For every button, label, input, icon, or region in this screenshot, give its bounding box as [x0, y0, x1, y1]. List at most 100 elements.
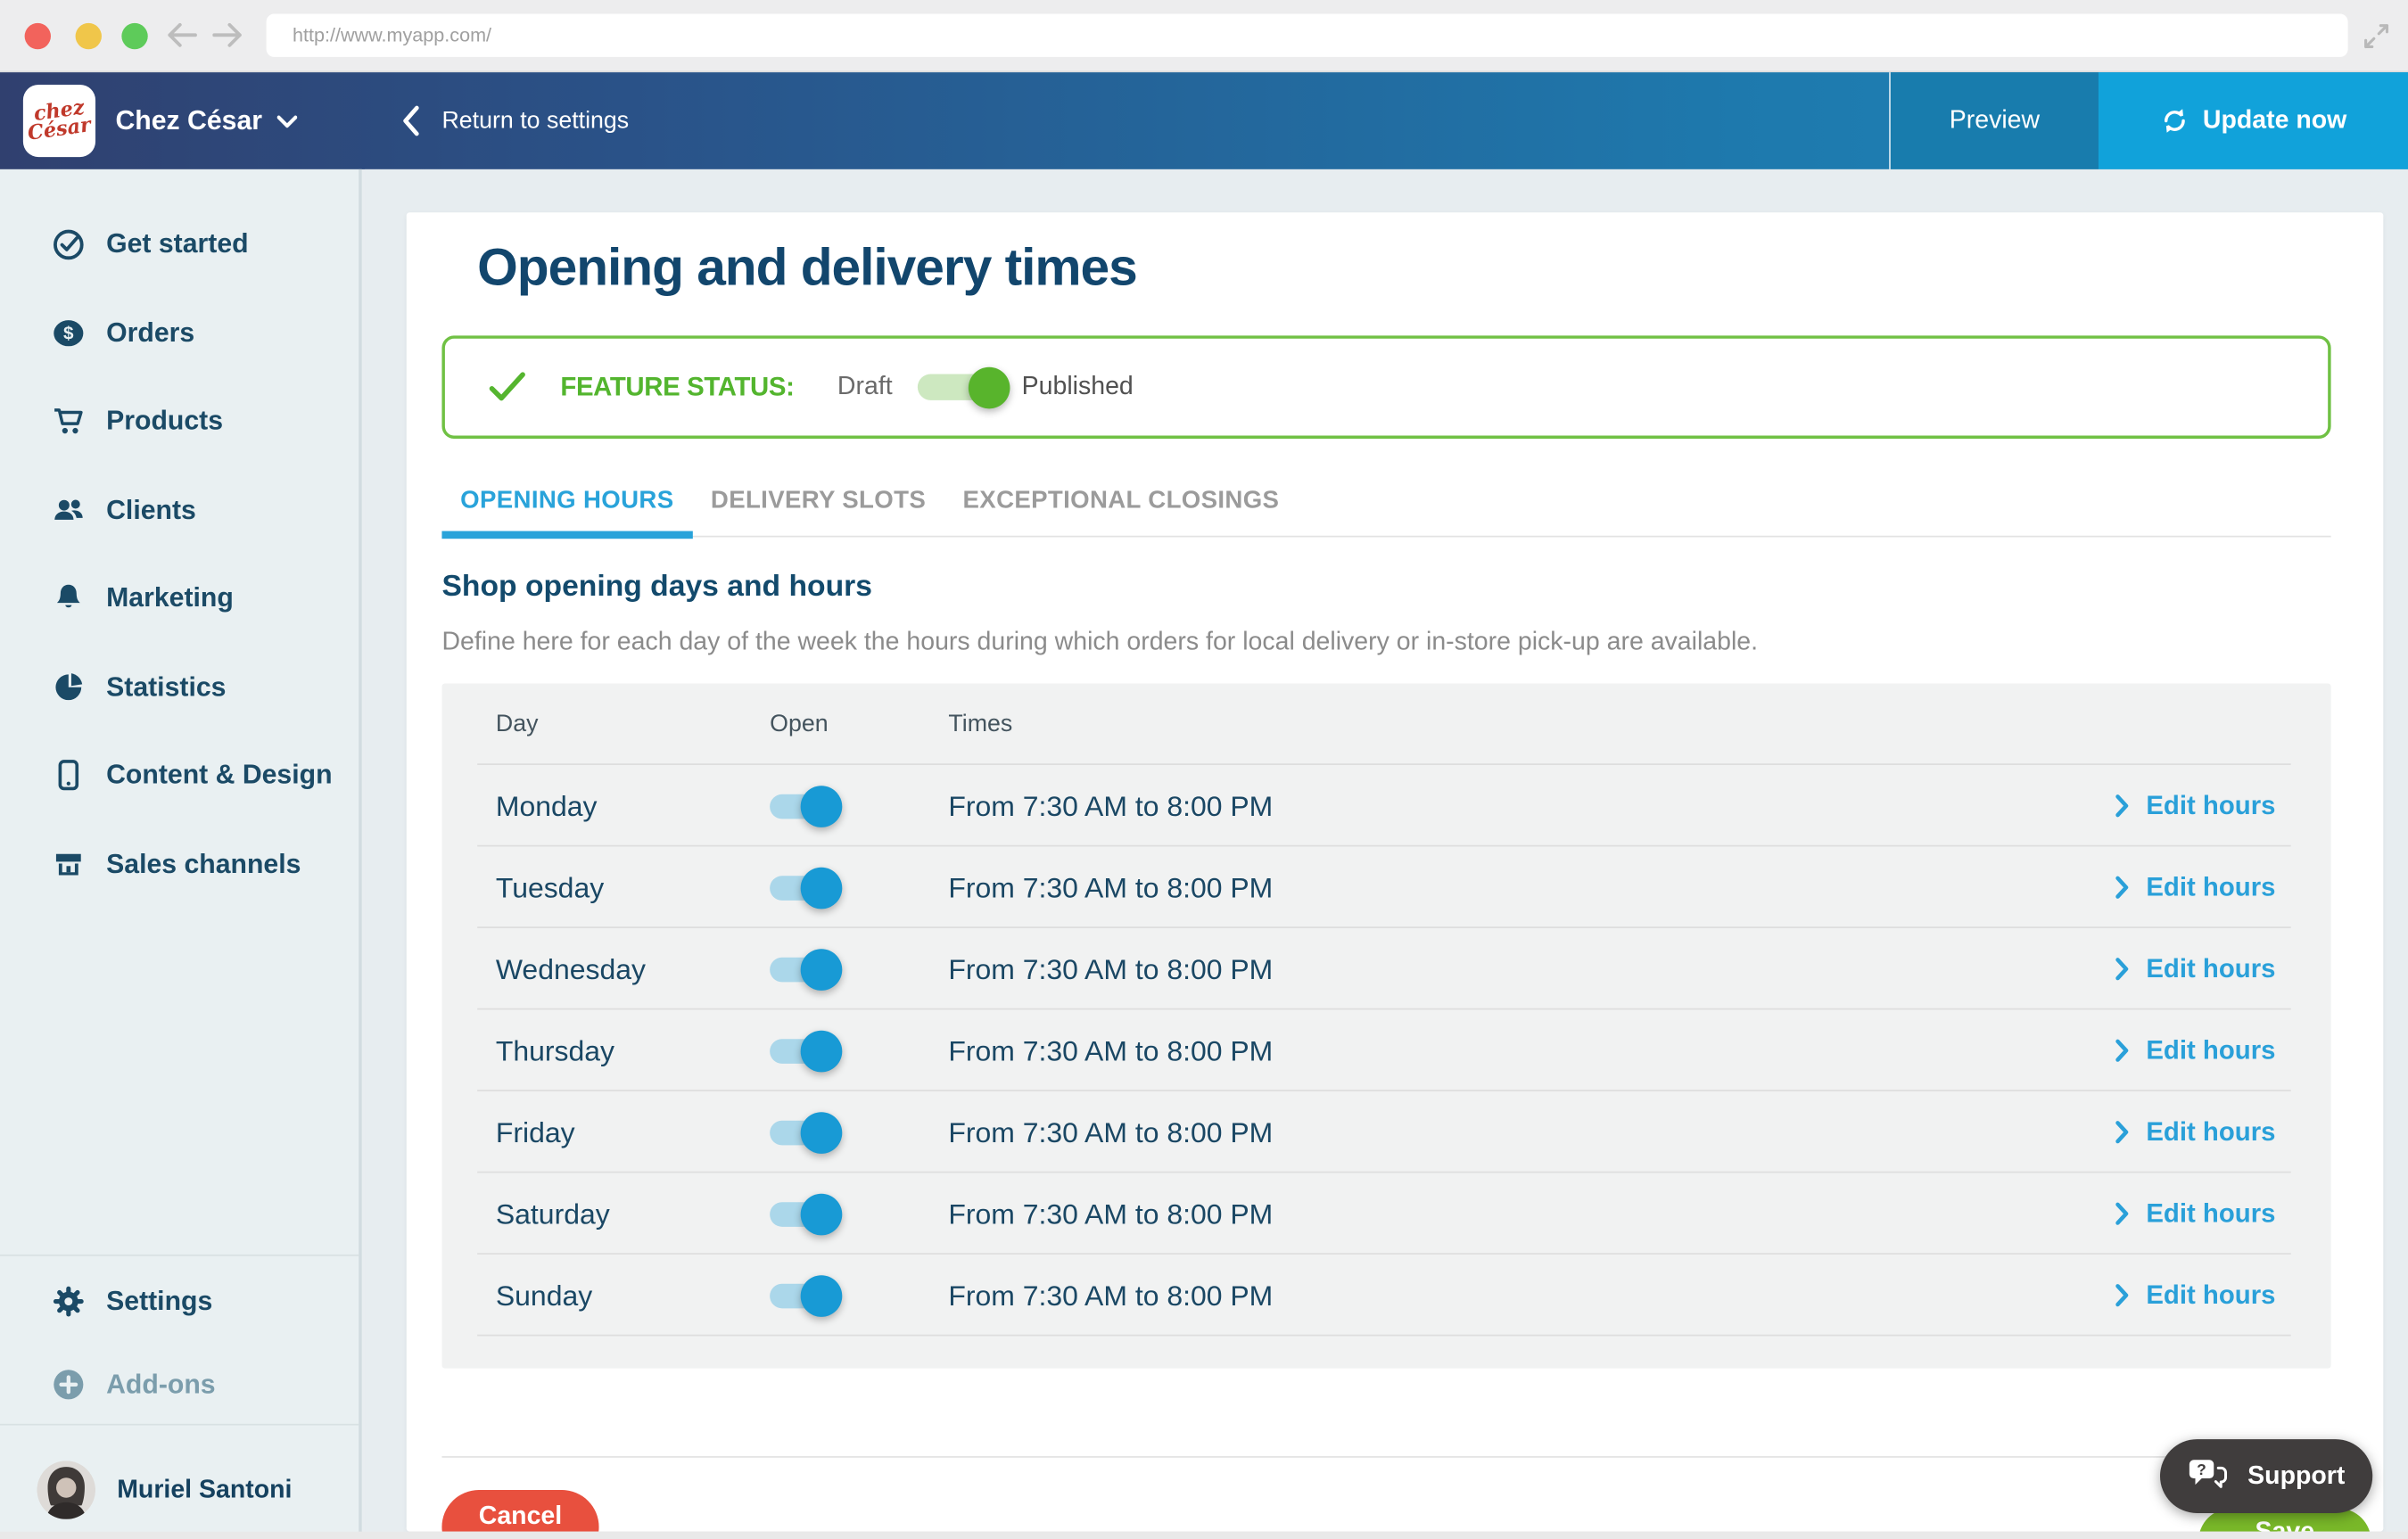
update-now-label: Update now: [2202, 106, 2347, 135]
column-header-open: Open: [770, 710, 829, 737]
chevron-right-icon: [2115, 1284, 2129, 1307]
sidebar: Get started $ Orders Products Clients Ma…: [0, 169, 362, 1539]
times-label: From 7:30 AM to 8:00 PM: [948, 1115, 1274, 1148]
times-label: From 7:30 AM to 8:00 PM: [948, 870, 1274, 903]
chevron-right-icon: [2115, 958, 2129, 981]
open-toggle[interactable]: [770, 1274, 843, 1316]
window-bottom-edge: [0, 1531, 2408, 1539]
sidebar-item-addons[interactable]: Add-ons: [0, 1341, 359, 1429]
svg-text:$: $: [63, 323, 74, 343]
cancel-button[interactable]: Cancel: [441, 1490, 599, 1532]
user-account[interactable]: Muriel Santoni: [0, 1441, 359, 1539]
edit-hours-link[interactable]: Edit hours: [2115, 790, 2331, 821]
zoom-window-button[interactable]: [121, 22, 148, 50]
times-label: From 7:30 AM to 8:00 PM: [948, 1278, 1274, 1311]
toggle-knob: [800, 948, 843, 991]
sidebar-item-orders[interactable]: $ Orders: [0, 289, 359, 377]
address-bar[interactable]: http://www.myapp.com/: [266, 13, 2348, 57]
sidebar-item-get-started[interactable]: Get started: [0, 200, 359, 288]
browser-chrome: http://www.myapp.com/: [0, 0, 2408, 73]
open-toggle[interactable]: [770, 1111, 843, 1153]
sidebar-item-marketing[interactable]: Marketing: [0, 554, 359, 642]
edit-hours-label: Edit hours: [2146, 871, 2276, 901]
times-label: From 7:30 AM to 8:00 PM: [948, 1197, 1274, 1230]
section-description: Define here for each day of the week the…: [441, 628, 1759, 656]
preview-button[interactable]: Preview: [1890, 72, 2099, 169]
sidebar-item-settings[interactable]: Settings: [0, 1257, 359, 1346]
sidebar-item-label: Get started: [106, 227, 249, 259]
edit-hours-link[interactable]: Edit hours: [2115, 1198, 2331, 1230]
edit-hours-link[interactable]: Edit hours: [2115, 953, 2331, 984]
sidebar-item-content-design[interactable]: Content & Design: [0, 731, 359, 819]
support-button[interactable]: ? Support: [2159, 1439, 2373, 1513]
table-row: Friday From 7:30 AM to 8:00 PM Edit hour…: [441, 1091, 2330, 1173]
refresh-icon: [2164, 109, 2185, 133]
open-toggle[interactable]: [770, 785, 843, 827]
update-now-button[interactable]: Update now: [2098, 72, 2408, 169]
close-window-button[interactable]: [24, 22, 51, 50]
tab-exceptional-closings[interactable]: EXCEPTIONAL CLOSINGS: [962, 488, 1280, 514]
day-label: Monday: [495, 788, 598, 821]
day-label: Friday: [495, 1115, 575, 1148]
column-header-day: Day: [495, 710, 539, 737]
edit-hours-label: Edit hours: [2146, 790, 2276, 820]
day-label: Sunday: [495, 1278, 593, 1311]
edit-hours-link[interactable]: Edit hours: [2115, 1035, 2331, 1066]
tab-delivery-slots[interactable]: DELIVERY SLOTS: [710, 488, 927, 514]
expand-window-icon[interactable]: [2363, 23, 2389, 49]
store-switcher[interactable]: Chez César: [115, 72, 298, 169]
store-logo[interactable]: chez César: [22, 84, 96, 158]
minimize-window-button[interactable]: [75, 22, 102, 50]
sidebar-item-clients[interactable]: Clients: [0, 465, 359, 554]
toggle-knob: [800, 1111, 843, 1153]
avatar: [37, 1461, 96, 1519]
edit-hours-link[interactable]: Edit hours: [2115, 1116, 2331, 1148]
times-label: From 7:30 AM to 8:00 PM: [948, 788, 1274, 821]
feature-status-banner: FEATURE STATUS: Draft Published: [441, 335, 2331, 439]
times-label: From 7:30 AM to 8:00 PM: [948, 1033, 1274, 1066]
avatar-image: [37, 1461, 96, 1519]
chevron-right-icon: [2115, 876, 2129, 899]
svg-text:?: ?: [2197, 1460, 2206, 1477]
opening-hours-table: Day Open Times Monday From 7:30 AM to 8:…: [441, 683, 2331, 1369]
day-label: Tuesday: [495, 870, 605, 903]
table-header-row: Day Open Times: [441, 683, 2330, 765]
sidebar-item-sales-channels[interactable]: Sales channels: [0, 819, 359, 908]
table-row: Thursday From 7:30 AM to 8:00 PM Edit ho…: [441, 1009, 2331, 1091]
chevron-right-icon: [2115, 1121, 2129, 1144]
header-divider: [1889, 72, 1891, 169]
sidebar-item-label: Content & Design: [106, 759, 333, 791]
browser-back-icon[interactable]: [166, 22, 197, 48]
edit-hours-label: Edit hours: [2146, 1197, 2276, 1228]
support-label: Support: [2247, 1461, 2346, 1490]
table-row: Monday From 7:30 AM to 8:00 PM Edit hour…: [441, 765, 2331, 847]
sidebar-item-label: Marketing: [106, 581, 234, 613]
tab-opening-hours[interactable]: OPENING HOURS: [441, 475, 692, 539]
sidebar-divider: [0, 1254, 359, 1256]
check-circle-icon: [54, 230, 84, 260]
open-toggle[interactable]: [770, 1192, 843, 1235]
pie-chart-icon: [55, 672, 83, 700]
return-to-settings-link[interactable]: Return to settings: [400, 72, 629, 169]
toggle-knob: [800, 1274, 843, 1316]
sidebar-item-label: Orders: [106, 317, 195, 348]
user-name: Muriel Santoni: [117, 1475, 293, 1503]
sidebar-item-statistics[interactable]: Statistics: [0, 643, 359, 731]
gear-icon: [53, 1287, 84, 1317]
chevron-down-icon: [277, 114, 298, 128]
table-row: Wednesday From 7:30 AM to 8:00 PM Edit h…: [441, 928, 2331, 1010]
open-toggle[interactable]: [770, 1029, 843, 1072]
return-to-settings-label: Return to settings: [441, 106, 630, 134]
open-toggle[interactable]: [770, 866, 843, 909]
browser-forward-icon[interactable]: [212, 22, 243, 48]
tab-bar: OPENING HOURS DELIVERY SLOTS EXCEPTIONAL…: [441, 475, 2331, 539]
open-toggle[interactable]: [770, 948, 843, 991]
feature-status-toggle[interactable]: [917, 366, 1010, 408]
edit-hours-link[interactable]: Edit hours: [2115, 872, 2331, 903]
toggle-knob: [800, 1029, 843, 1072]
edit-hours-link[interactable]: Edit hours: [2115, 1280, 2331, 1311]
toggle-knob: [800, 866, 843, 909]
sidebar-item-products[interactable]: Products: [0, 377, 359, 465]
day-label: Thursday: [495, 1033, 615, 1066]
